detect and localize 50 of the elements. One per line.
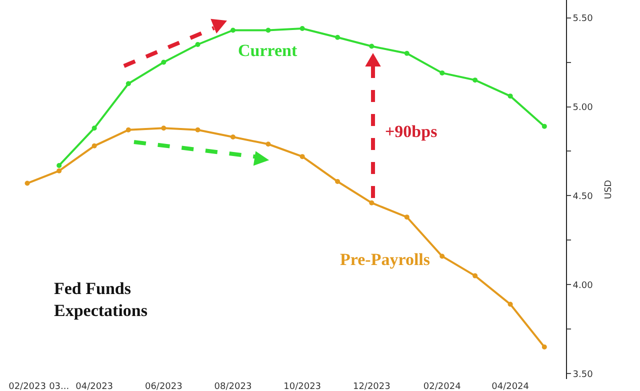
- point: [542, 124, 547, 129]
- point: [126, 127, 131, 132]
- point: [92, 143, 97, 148]
- point: [335, 34, 340, 40]
- y-axis-title: USD: [604, 180, 614, 200]
- x-tick-label: 04/2024: [492, 382, 530, 391]
- point: [195, 42, 200, 47]
- point: [404, 214, 410, 220]
- x-tick-label: 10/2023: [284, 382, 322, 391]
- point: [266, 142, 271, 147]
- point: [440, 254, 445, 259]
- point: [300, 26, 305, 31]
- x-tick-label: 04/2023: [76, 382, 114, 391]
- point: [369, 44, 374, 49]
- point: [92, 126, 97, 131]
- point: [542, 344, 547, 350]
- x-tick-label: 02/2024: [423, 382, 462, 391]
- x-tick-label: 08/2023: [214, 382, 252, 391]
- point: [508, 302, 513, 307]
- point: [230, 134, 236, 140]
- annotation: Fed Funds Expectations: [54, 279, 148, 320]
- point: [440, 70, 445, 76]
- point: [335, 178, 340, 184]
- x-tick-label: 02/2023: [8, 382, 46, 391]
- point: [300, 154, 305, 160]
- point: [472, 273, 478, 278]
- y-tick-label: 5.00: [572, 102, 594, 113]
- point: [161, 126, 166, 131]
- x-tick-label: 03...: [49, 382, 70, 391]
- point: [56, 168, 62, 174]
- annotation: +90bps: [385, 122, 438, 141]
- point: [369, 200, 374, 206]
- x-tick-label: 06/2023: [144, 382, 182, 391]
- point: [126, 81, 131, 86]
- y-tick-label: 3.50: [572, 370, 594, 380]
- point: [161, 60, 166, 65]
- point: [56, 162, 62, 168]
- x-tick-label: 12/2023: [352, 382, 390, 391]
- point: [404, 50, 410, 56]
- series-label: Pre-Payrolls: [340, 250, 430, 269]
- point: [230, 28, 236, 33]
- point: [472, 78, 478, 83]
- y-tick-label: 5.50: [572, 14, 594, 24]
- series-label: Current: [238, 41, 298, 60]
- point: [24, 180, 30, 186]
- point: [195, 127, 200, 132]
- point: [508, 94, 513, 99]
- point: [266, 28, 271, 33]
- y-tick-label: 4.00: [572, 280, 594, 291]
- y-tick-label: 4.50: [572, 192, 594, 202]
